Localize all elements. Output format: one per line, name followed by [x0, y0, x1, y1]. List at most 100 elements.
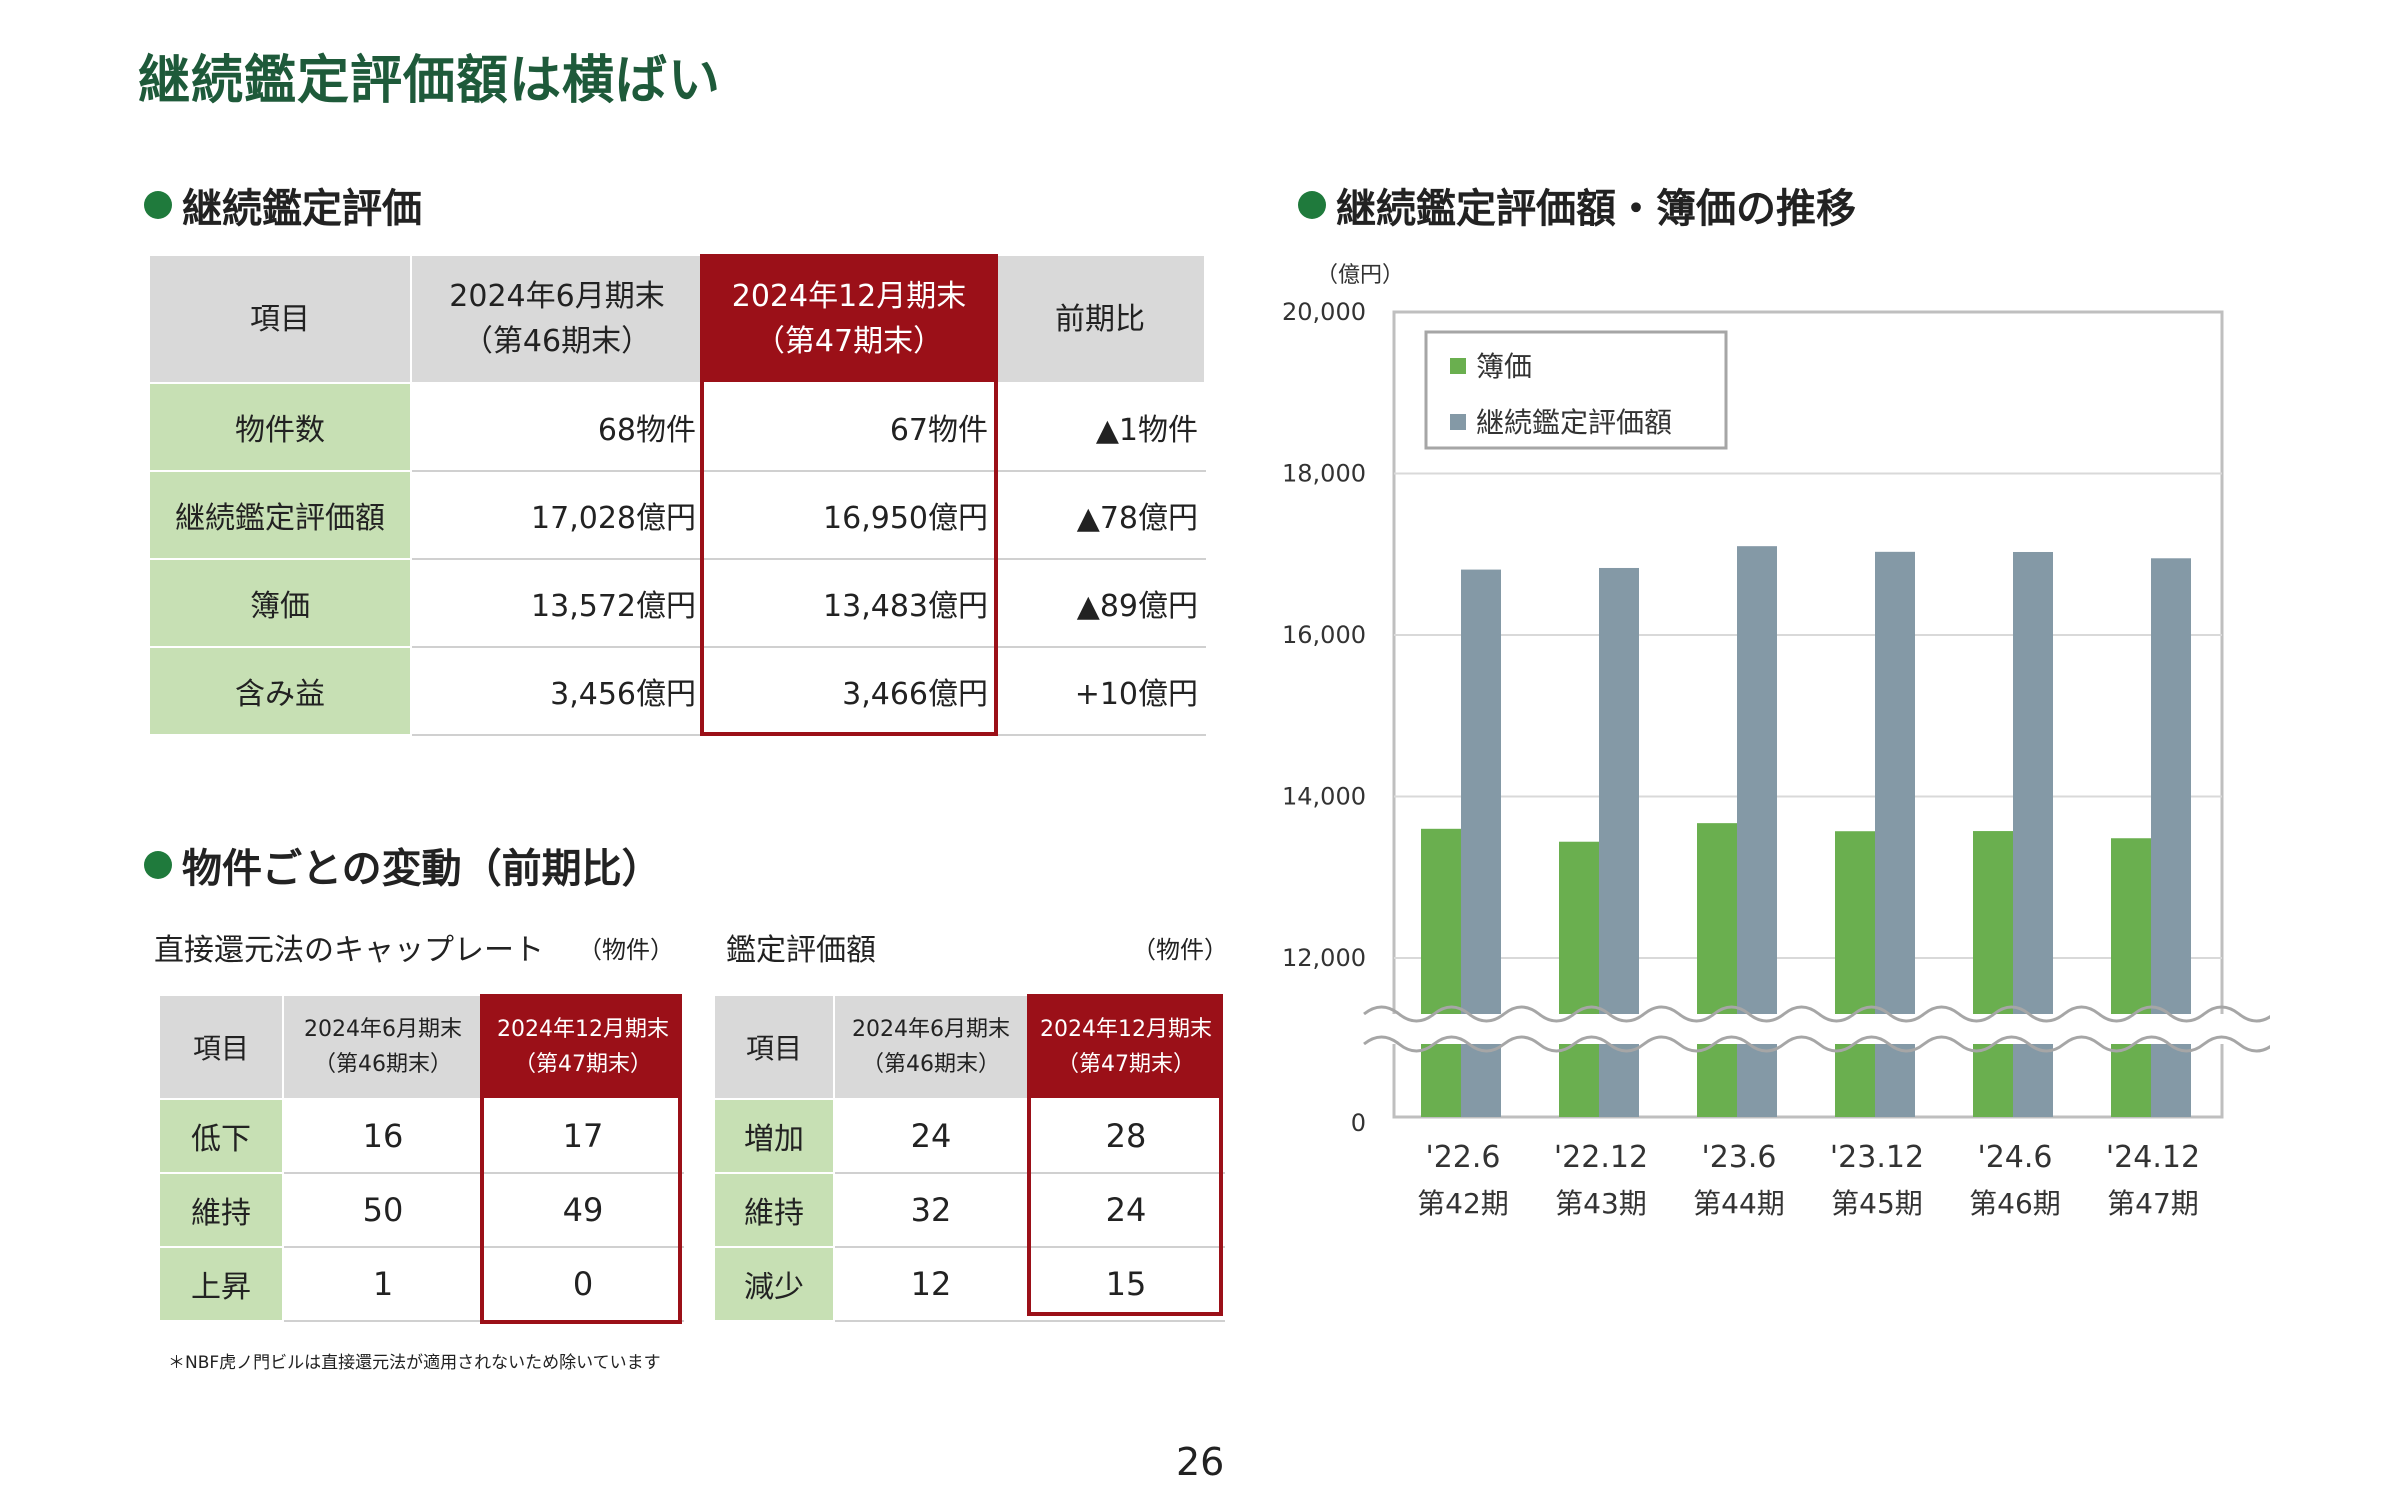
legend-box	[1424, 330, 1728, 450]
y-tick-label: 0	[1351, 1109, 1366, 1137]
header-prev: 2024年6月期末 （第46期末）	[282, 994, 484, 1100]
y-tick-label: 18,000	[1282, 460, 1366, 488]
row-diff: ▲1物件	[994, 382, 1206, 472]
y-tick-label: 20,000	[1282, 298, 1366, 326]
header-curr-period: （第47期末）	[514, 1052, 652, 1077]
x-tick-label: '22.6	[1425, 1140, 1500, 1175]
row-diff: ▲78億円	[994, 470, 1206, 560]
row-curr: 16,950億円	[702, 470, 996, 560]
legend-swatch	[1450, 358, 1466, 374]
row-diff: +10億円	[994, 646, 1206, 736]
table-row: 維持 50 49	[158, 1172, 684, 1248]
header-prev: 2024年6月期末 （第46期末）	[833, 994, 1029, 1100]
header-item: 項目	[148, 254, 412, 384]
x-tick-sublabel: 第43期	[1555, 1187, 1647, 1220]
axis-break-line	[1363, 1005, 2270, 1023]
row-prev: 50	[282, 1172, 484, 1248]
section-title-changes: 物件ごとの変動（前期比）	[144, 836, 662, 894]
row-curr: 24	[1027, 1172, 1225, 1248]
header-item: 項目	[713, 994, 835, 1100]
row-label: 継続鑑定評価額	[148, 470, 412, 560]
appraisal-table: 項目 2024年6月期末 （第46期末） 2024年12月期末 （第47期末） …	[148, 254, 1206, 736]
row-label: 上昇	[158, 1246, 284, 1322]
section-title-text: 物件ごとの変動（前期比）	[182, 846, 662, 892]
row-curr: 13,483億円	[702, 558, 996, 648]
x-tick-sublabel: 第47期	[2107, 1187, 2199, 1220]
x-tick-sublabel: 第44期	[1693, 1187, 1785, 1220]
caprate-subtitle: 直接還元法のキャップレート	[154, 933, 544, 968]
header-prev-date: 2024年6月期末	[852, 1016, 1010, 1042]
legend-label: 簿価	[1476, 350, 1532, 383]
row-curr: 15	[1027, 1246, 1225, 1322]
header-curr-date: 2024年12月期末	[497, 1016, 669, 1042]
row-curr: 67物件	[702, 382, 996, 472]
table-row: 維持 32 24	[713, 1172, 1225, 1248]
y-tick-label: 16,000	[1282, 621, 1366, 649]
header-prev-date: 2024年6月期末	[304, 1016, 462, 1042]
table-row: 含み益 3,456億円 3,466億円 +10億円	[148, 646, 1206, 736]
header-prev: 2024年6月期末 （第46期末）	[410, 254, 704, 384]
row-label: 低下	[158, 1098, 284, 1174]
header-curr: 2024年12月期末 （第47期末）	[482, 994, 684, 1100]
row-curr: 49	[482, 1172, 684, 1248]
table-row: 上昇 1 0	[158, 1246, 684, 1322]
table-header-row: 項目 2024年6月期末 （第46期末） 2024年12月期末 （第47期末）	[158, 994, 684, 1100]
row-label: 増加	[713, 1098, 835, 1174]
bar-book-value	[1697, 823, 1737, 1117]
bullet-icon	[1298, 191, 1326, 219]
table-row: 低下 16 17	[158, 1098, 684, 1174]
axis-break-line	[1363, 1035, 2270, 1053]
header-prev-period: （第46期末）	[462, 324, 652, 359]
caprate-unit: （物件）	[578, 936, 674, 964]
legend-swatch	[1450, 414, 1466, 430]
row-label: 含み益	[148, 646, 412, 736]
page-title: 継続鑑定評価額は横ばい	[138, 51, 722, 111]
header-item: 項目	[158, 994, 284, 1100]
appraisal-book-value-chart: 20,000 18,000 16,000 14,000 12,000 0 （億円） '22.6…	[1282, 263, 2270, 1220]
row-prev: 13,572億円	[410, 558, 704, 648]
caprate-table: 項目 2024年6月期末 （第46期末） 2024年12月期末 （第47期末） …	[158, 994, 684, 1322]
bullet-icon	[144, 851, 172, 879]
y-unit-label: （億円）	[1316, 263, 1404, 288]
bar-book-value	[1835, 831, 1875, 1117]
table-header-row: 項目 2024年6月期末 （第46期末） 2024年12月期末 （第47期末）	[713, 994, 1225, 1100]
table-row: 物件数 68物件 67物件 ▲1物件	[148, 382, 1206, 472]
row-curr: 28	[1027, 1098, 1225, 1174]
x-tick-label: '23.12	[1830, 1140, 1924, 1175]
header-curr-period: （第47期末）	[1057, 1052, 1195, 1077]
header-curr-period: （第47期末）	[754, 324, 944, 359]
row-label: 維持	[713, 1172, 835, 1248]
bar-book-value	[2111, 838, 2151, 1117]
row-label: 簿価	[148, 558, 412, 648]
section-title-text: 継続鑑定評価	[182, 186, 422, 232]
row-prev: 24	[833, 1098, 1029, 1174]
table-row: 減少 12 15	[713, 1246, 1225, 1322]
x-tick-label: '22.12	[1554, 1140, 1648, 1175]
header-prev-period: （第46期末）	[314, 1052, 452, 1077]
page-number: 26	[1176, 1440, 1225, 1484]
x-tick-label: '24.6	[1977, 1140, 2052, 1175]
table-header-row: 項目 2024年6月期末 （第46期末） 2024年12月期末 （第47期末） …	[148, 254, 1206, 384]
section-title-trend: 継続鑑定評価額・簿価の推移	[1298, 176, 1856, 234]
row-label: 維持	[158, 1172, 284, 1248]
row-prev: 68物件	[410, 382, 704, 472]
x-tick-sublabel: 第42期	[1417, 1187, 1509, 1220]
row-curr: 0	[482, 1246, 684, 1322]
table-row: 継続鑑定評価額 17,028億円 16,950億円 ▲78億円	[148, 470, 1206, 560]
row-label: 物件数	[148, 382, 412, 472]
row-curr: 3,466億円	[702, 646, 996, 736]
row-diff: ▲89億円	[994, 558, 1206, 648]
row-prev: 16	[282, 1098, 484, 1174]
y-tick-label: 14,000	[1282, 783, 1366, 811]
appraisal-unit: （物件）	[1132, 936, 1228, 964]
bar-book-value	[1973, 831, 2013, 1117]
appraisal-subtitle: 鑑定評価額	[726, 933, 876, 968]
header-curr-date: 2024年12月期末	[1040, 1016, 1212, 1042]
header-curr-date: 2024年12月期末	[731, 279, 967, 314]
bar-book-value	[1559, 841, 1599, 1117]
header-prev-date: 2024年6月期末	[449, 279, 665, 314]
bar-book-value	[1421, 828, 1461, 1117]
appraisal-change-table: 項目 2024年6月期末 （第46期末） 2024年12月期末 （第47期末） …	[713, 994, 1225, 1322]
x-tick-label: '23.6	[1701, 1140, 1776, 1175]
row-prev: 12	[833, 1246, 1029, 1322]
